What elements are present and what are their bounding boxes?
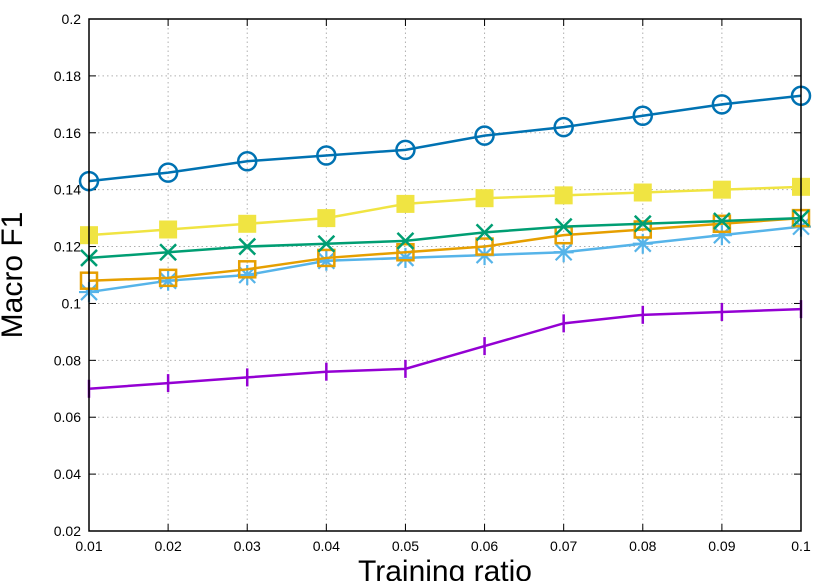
y-tick-label: 0.08: [54, 352, 81, 368]
data-point: [553, 116, 574, 138]
x-tick-label: 0.09: [708, 538, 735, 554]
data-point: [475, 189, 494, 208]
data-point: [711, 94, 733, 115]
data-point: [317, 234, 336, 253]
data-point: [554, 217, 573, 236]
data-point: [712, 180, 731, 199]
data-point: [237, 260, 257, 279]
y-tick-label: 0.1: [62, 295, 82, 311]
x-tick-label: 0.05: [392, 538, 419, 554]
data-point: [396, 231, 415, 250]
data-point: [158, 268, 178, 288]
data-point: [475, 223, 494, 242]
y-tick-label: 0.06: [54, 409, 81, 425]
x-axis-ticks: 0.01 0.02 0.03 0.04 0.05 0.06 0.07 0.08 0.09 0.1: [75, 19, 811, 554]
y-tick-label: 0.18: [54, 68, 81, 84]
series-plus: [87, 300, 803, 398]
series-open-square: [79, 208, 811, 290]
y-tick-label: 0.12: [54, 239, 81, 255]
y-axis-title: Macro F1: [0, 212, 29, 339]
x-tick-label: 0.01: [75, 538, 102, 554]
series-filled-square: [80, 177, 810, 245]
y-tick-label: 0.14: [54, 182, 81, 198]
data-point: [633, 183, 652, 202]
x-tick-label: 0.02: [154, 538, 181, 554]
series-layer: [78, 85, 812, 398]
data-point: [157, 162, 179, 183]
series-line: [88, 216, 802, 282]
data-point: [395, 247, 416, 268]
data-point: [712, 214, 732, 234]
x-tick-label: 0.07: [550, 538, 577, 554]
data-point: [238, 214, 257, 233]
data-point: [632, 105, 654, 126]
series-line: [88, 216, 802, 260]
x-tick-label: 0.06: [471, 538, 498, 554]
data-point: [316, 250, 337, 271]
x-tick-label: 0.08: [629, 538, 656, 554]
data-point: [159, 243, 177, 262]
x-tick-label: 0.1: [791, 538, 811, 554]
data-point: [238, 237, 257, 256]
data-point: [159, 220, 178, 239]
data-point: [553, 242, 574, 263]
data-point: [158, 270, 179, 291]
x-tick-label: 0.04: [313, 538, 340, 554]
y-tick-label: 0.2: [62, 11, 82, 27]
y-tick-label: 0.02: [54, 523, 81, 539]
data-point: [395, 139, 416, 161]
data-point: [554, 186, 573, 205]
data-point: [713, 212, 731, 230]
series-line: [88, 307, 802, 391]
x-tick-label: 0.03: [234, 538, 261, 554]
data-point: [633, 220, 653, 239]
y-tick-label: 0.04: [54, 466, 81, 482]
data-point: [632, 233, 653, 254]
y-axis-ticks: 0.02 0.04 0.06 0.08 0.1 0.12 0.14 0.16 0.18 0.2: [54, 11, 801, 539]
data-point: [474, 125, 495, 146]
data-point: [396, 242, 415, 262]
series-line: [88, 94, 802, 183]
series-line: [88, 225, 802, 294]
data-point: [236, 150, 258, 172]
data-point: [475, 237, 494, 256]
series-asterisk: [79, 216, 811, 303]
data-point: [237, 265, 258, 285]
y-tick-label: 0.16: [54, 125, 81, 141]
data-point: [633, 214, 652, 233]
data-point: [396, 194, 415, 213]
grid-lines: [89, 19, 801, 531]
x-axis-title: Training ratio: [358, 555, 532, 581]
data-point: [711, 225, 732, 246]
data-point: [317, 209, 336, 228]
data-point: [317, 248, 336, 268]
data-point: [316, 145, 337, 166]
plot-frame: [88, 18, 802, 532]
series-line: [88, 185, 802, 237]
series-open-circle: [78, 85, 812, 192]
